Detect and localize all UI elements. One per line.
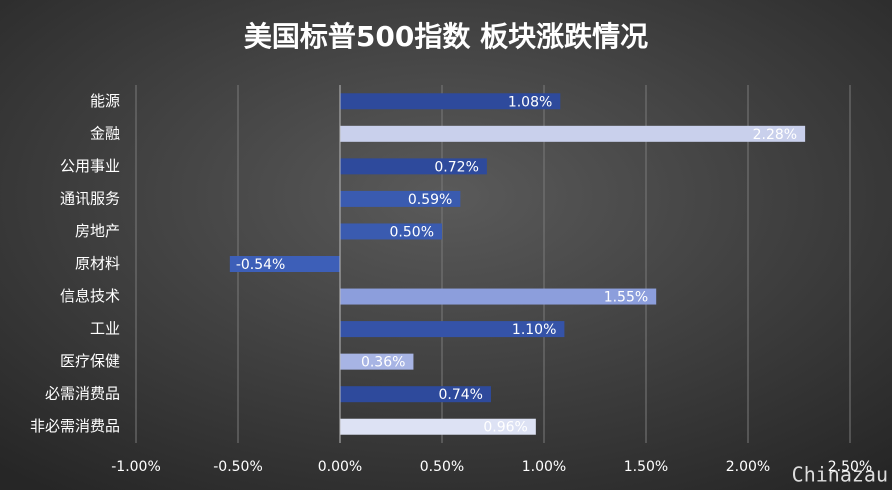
x-tick-label: -0.50% — [213, 459, 263, 475]
y-tick-label: 信息技术 — [60, 287, 120, 305]
bar — [340, 158, 487, 175]
x-tick-label: -1.00% — [111, 459, 161, 475]
y-tick-label: 通讯服务 — [60, 189, 120, 207]
y-tick-label: 房地产 — [75, 222, 120, 240]
value-label: 0.96% — [483, 420, 527, 436]
value-label: -0.54% — [236, 257, 286, 273]
bar — [340, 190, 461, 207]
x-tick-label: 0.00% — [318, 459, 362, 475]
x-tick-label: 0.50% — [420, 459, 464, 475]
x-tick-label: 1.00% — [522, 459, 566, 475]
y-tick-label: 原材料 — [75, 255, 120, 273]
bar — [340, 125, 806, 142]
value-label: 0.36% — [361, 355, 405, 371]
value-label: 1.08% — [508, 94, 552, 110]
chart-title: 美国标普500指数 板块涨跌情况 — [244, 20, 648, 53]
y-tick-label: 必需消费品 — [45, 385, 120, 403]
bar — [340, 418, 536, 435]
value-label: 0.72% — [434, 159, 478, 175]
bar — [340, 223, 442, 240]
bar — [340, 386, 491, 403]
value-label: 0.74% — [438, 387, 482, 403]
watermark: Chinazau — [792, 463, 888, 487]
value-label: 2.28% — [753, 127, 797, 143]
value-label: 1.10% — [512, 322, 556, 338]
bar — [340, 321, 565, 338]
bar — [229, 256, 340, 272]
value-label: 1.55% — [604, 290, 648, 306]
bar — [340, 288, 657, 305]
y-tick-label: 工业 — [90, 320, 120, 338]
value-label: 0.50% — [390, 224, 434, 240]
value-label: 0.59% — [408, 192, 452, 208]
x-tick-label: 1.50% — [624, 459, 668, 475]
y-tick-label: 非必需消费品 — [30, 417, 120, 435]
y-tick-label: 医疗保健 — [60, 352, 120, 370]
y-tick-label: 公用事业 — [60, 157, 120, 175]
y-tick-label: 金融 — [90, 124, 120, 142]
bar — [340, 353, 414, 370]
x-tick-label: 2.50% — [828, 459, 872, 475]
x-tick-label: 2.00% — [726, 459, 770, 475]
bar — [340, 93, 561, 110]
y-tick-label: 能源 — [90, 92, 120, 110]
